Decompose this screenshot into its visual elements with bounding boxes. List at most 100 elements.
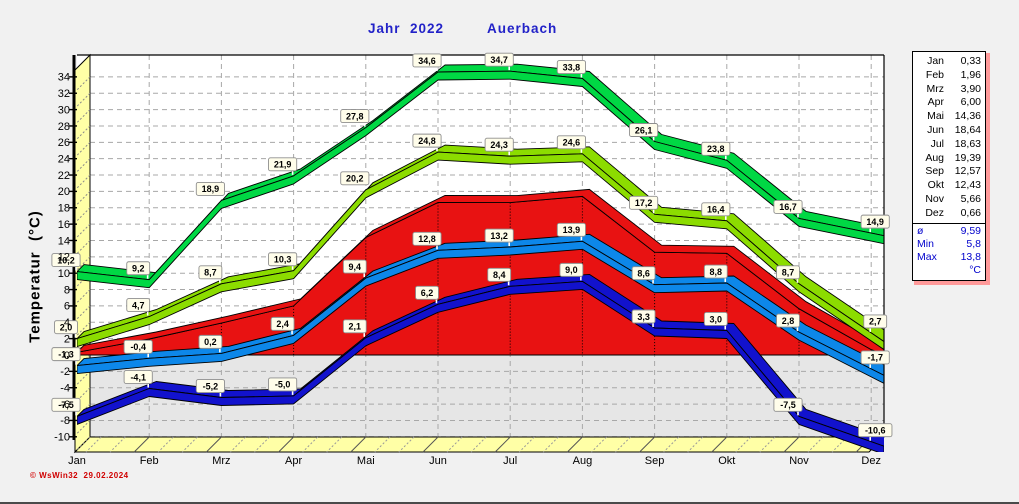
y-tick-label: 26	[58, 137, 70, 149]
y-tick-label: 6	[64, 301, 70, 313]
legend-stat-value: °C	[969, 263, 981, 276]
y-tick-label: 32	[58, 88, 70, 100]
x-tick-label: Mrz	[212, 455, 230, 467]
legend-month-value: 14,36	[954, 110, 981, 123]
legend-stat-row: Max 13,8	[913, 251, 985, 264]
legend-month-value: 3,90	[960, 82, 981, 95]
legend-month-label: Dez	[925, 206, 944, 219]
value-label: 34,6	[418, 56, 436, 66]
value-label: 12,8	[418, 234, 436, 244]
value-label: 24,8	[418, 136, 436, 146]
value-label: 24,3	[490, 140, 508, 150]
value-label: 9,0	[565, 265, 578, 275]
legend-month-value: 12,43	[954, 179, 981, 192]
legend-month-value: 19,39	[954, 151, 981, 164]
legend-stat-row: °C	[913, 264, 985, 277]
legend-stat-value: 13,8	[960, 250, 981, 263]
y-tick-label: 28	[58, 121, 70, 133]
x-tick-label: Mai	[357, 455, 375, 467]
x-tick-label: Apr	[285, 455, 302, 467]
series-avg-min-band	[77, 233, 884, 384]
legend-month-row: Jan 0,33	[913, 55, 985, 69]
legend-stat-row: ø 9,59	[913, 225, 985, 238]
value-label: 2,0	[60, 322, 73, 332]
y-tick-label: 16	[58, 219, 70, 231]
legend-month-label: Feb	[925, 68, 944, 81]
legend-month-label: Jul	[930, 137, 944, 150]
legend-stat-label: Min	[917, 237, 934, 250]
legend-month-value: 18,63	[954, 137, 981, 150]
legend-month-label: Mrz	[926, 82, 945, 95]
legend-month-value: 12,57	[954, 165, 981, 178]
value-label: 18,9	[202, 184, 220, 194]
legend-month-row: Mai 14,36	[913, 110, 985, 124]
legend-month-row: Sep 12,57	[913, 165, 985, 179]
value-label: 9,2	[132, 264, 145, 274]
plot-frame	[77, 54, 885, 437]
value-label: 16,7	[779, 202, 797, 212]
legend-month-row: Aug 19,39	[913, 152, 985, 166]
legend-month-label: Apr	[927, 96, 944, 109]
data-labels: 10,2 9,2 18,9 21,9 27,8 34,6 34,7 33,8 26,1 23,8 1…	[51, 52, 893, 441]
series-max-band	[77, 63, 884, 289]
x-tick-label: Jan	[68, 455, 86, 467]
value-label: 8,7	[782, 268, 795, 278]
value-label: 3,3	[637, 312, 650, 322]
legend-month-label: Jan	[927, 55, 944, 67]
value-label: -10,6	[865, 426, 886, 436]
series-group	[77, 63, 884, 452]
legend-month-row: Apr 6,00	[913, 96, 985, 110]
value-label: 3,0	[710, 314, 723, 324]
legend-month-label: Nov	[925, 192, 944, 205]
legend-month-label: Jun	[927, 123, 944, 136]
legend-month-row: Nov 5,66	[913, 193, 985, 207]
legend-separator	[913, 222, 985, 224]
copyright-footer: © WsWin32 29.02.2024	[30, 471, 129, 480]
value-label: 6,2	[421, 288, 434, 298]
bottom-floor	[73, 436, 886, 453]
legend-table-months: Jan 0,33 Feb 1,96 Mrz 3,90 Apr 6,00 Mai 14,36 Jun 1…	[913, 55, 985, 221]
value-label: 26,1	[635, 125, 653, 135]
value-label: 24,6	[563, 138, 581, 148]
legend-month-label: Sep	[925, 165, 944, 178]
value-label: -7,5	[58, 400, 74, 410]
value-label: 20,2	[346, 174, 364, 184]
legend-month-row: Dez 0,66	[913, 207, 985, 221]
value-label: 13,2	[490, 231, 508, 241]
legend-month-value: 1,96	[960, 68, 981, 81]
y-axis-title: Temperatur (°C)	[26, 210, 44, 343]
x-tick-label: Okt	[718, 455, 735, 467]
y-tick-label: -2	[60, 366, 70, 378]
y-tick-label: 14	[58, 235, 70, 247]
legend-stat-label: ø	[917, 224, 924, 237]
value-label: 10,3	[274, 255, 292, 265]
legend-stat-row: Min 5,8	[913, 238, 985, 251]
chart-title-year: Jahr 2022	[368, 21, 445, 36]
legend-month-value: 18,64	[954, 123, 981, 136]
y-tick-label: -4	[60, 383, 70, 395]
legend-month-value: 6,00	[960, 96, 981, 109]
y-tick-label: 10	[58, 268, 70, 280]
value-label: -5,2	[203, 381, 219, 391]
y-tick-label: 18	[58, 203, 70, 215]
monthly-values-table: Jan 0,33 Feb 1,96 Mrz 3,90 Apr 6,00 Mai 14,36 Jun 1…	[912, 51, 986, 281]
x-tick-label: Dez	[861, 455, 881, 467]
chart-title-station: Auerbach	[487, 21, 558, 36]
value-label: -4,1	[130, 372, 146, 382]
value-label: 2,8	[782, 316, 795, 326]
legend-stat-value: 9,59	[960, 224, 981, 237]
value-label: -1,7	[867, 353, 883, 363]
y-tick-label: -10	[54, 432, 70, 444]
x-tick-label: Nov	[789, 455, 809, 467]
value-label: 33,8	[563, 62, 581, 72]
series-min-band	[77, 273, 884, 452]
value-label: 8,8	[710, 267, 723, 277]
value-label: 2,7	[869, 317, 882, 327]
axis-tick-labels: -10-8-6-4-202468101214161820222426283032…	[54, 72, 881, 467]
y-tick-label: 0	[64, 350, 70, 362]
y-tick-label: 30	[58, 104, 70, 116]
value-label: 10,2	[57, 255, 75, 265]
x-tick-label: Sep	[645, 455, 665, 467]
